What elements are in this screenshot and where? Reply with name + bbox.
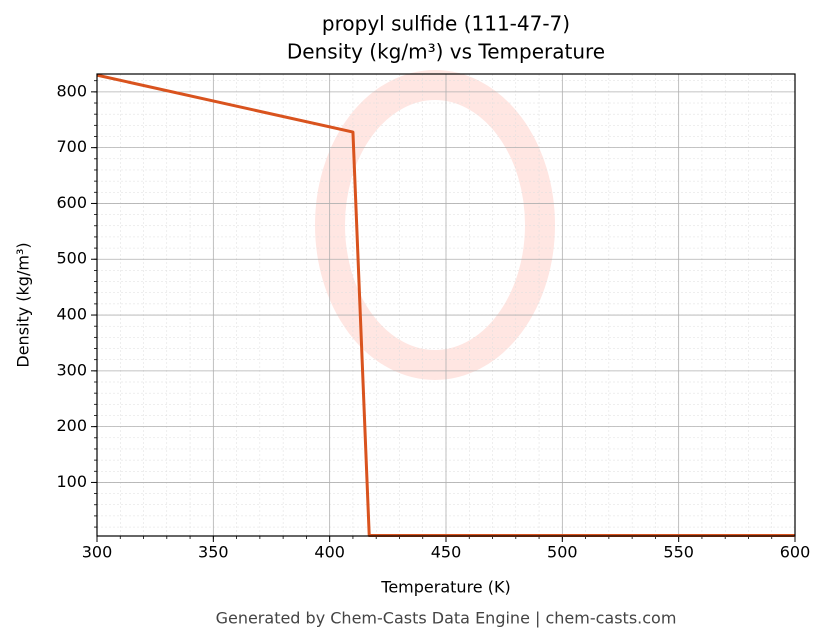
footer: Generated by Chem-Casts Data Engine | ch… (216, 609, 677, 628)
chart-subtitle: Density (kg/m³) vs Temperature (287, 40, 605, 64)
y-tick-label: 200 (56, 416, 87, 435)
x-tick-label: 350 (198, 543, 229, 562)
x-axis-label: Temperature (K) (380, 578, 510, 597)
x-tick-label: 300 (82, 543, 113, 562)
x-tick-label: 550 (663, 543, 694, 562)
chart-title: propyl sulfide (111-47-7) (322, 12, 570, 36)
x-tick-label: 400 (314, 543, 345, 562)
y-tick-label: 800 (56, 81, 87, 100)
y-axis-label: Density (kg/m³) (14, 242, 33, 367)
plot-frame (96, 73, 796, 537)
y-tick-label: 100 (56, 472, 87, 491)
x-tick-label: 500 (547, 543, 578, 562)
x-tick-label: 600 (780, 543, 811, 562)
y-tick-label: 400 (56, 305, 87, 324)
x-tick-label: 450 (431, 543, 462, 562)
y-tick-label: 300 (56, 360, 87, 379)
y-tick-label: 700 (56, 137, 87, 156)
y-tick-label: 500 (56, 249, 87, 268)
y-tick-label: 600 (56, 193, 87, 212)
